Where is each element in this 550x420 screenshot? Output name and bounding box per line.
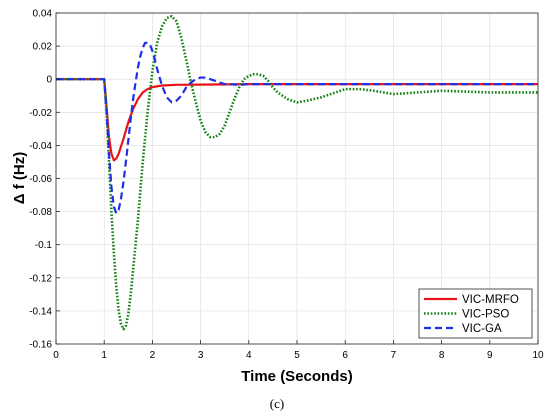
- series-line-vic-ga: [56, 41, 538, 215]
- y-tick-label: -0.12: [29, 273, 52, 284]
- x-tick-label: 7: [391, 350, 397, 361]
- x-tick-label: 1: [101, 350, 107, 361]
- y-tick-label: -0.14: [29, 306, 52, 317]
- y-tick-label: 0.02: [33, 42, 53, 53]
- x-tick-label: 2: [150, 350, 156, 361]
- y-tick-label: -0.16: [29, 340, 52, 351]
- y-axis-title: Δ f (Hz): [11, 152, 28, 204]
- x-tick-label: 0: [53, 350, 59, 361]
- legend: VIC-MRFO VIC-PSO VIC-GA: [418, 288, 533, 339]
- x-axis-title: Time (Seconds): [241, 368, 352, 385]
- y-tick-label: -0.06: [29, 174, 52, 185]
- y-tick-label: -0.08: [29, 207, 52, 218]
- y-axis-ticks: -0.16 -0.14 -0.12 -0.1 -0.08 -0.06 -0.04 -0.02 0…: [29, 9, 60, 351]
- y-tick-label: -0.04: [29, 141, 52, 152]
- x-tick-label: 9: [487, 350, 493, 361]
- x-axis-ticks: 0 1 2 3 4 5 6 7 8 9 10: [53, 340, 544, 361]
- legend-label-vic-pso: VIC-PSO: [462, 309, 509, 321]
- series-line-vic-pso: [56, 15, 538, 331]
- y-tick-label: -0.1: [35, 240, 53, 251]
- y-tick-label: -0.02: [29, 108, 52, 119]
- y-tick-label: 0: [46, 75, 52, 86]
- data-series: [56, 15, 538, 331]
- x-tick-label: 10: [532, 350, 544, 361]
- x-tick-label: 4: [246, 350, 252, 361]
- x-tick-label: 8: [439, 350, 445, 361]
- x-tick-label: 6: [342, 350, 348, 361]
- x-tick-label: 5: [294, 350, 300, 361]
- figure-caption: (c): [270, 396, 284, 411]
- x-tick-label: 3: [198, 350, 204, 361]
- legend-label-vic-mrfo: VIC-MRFO: [462, 294, 519, 306]
- legend-label-vic-ga: VIC-GA: [462, 323, 502, 335]
- y-tick-label: 0.04: [33, 9, 53, 20]
